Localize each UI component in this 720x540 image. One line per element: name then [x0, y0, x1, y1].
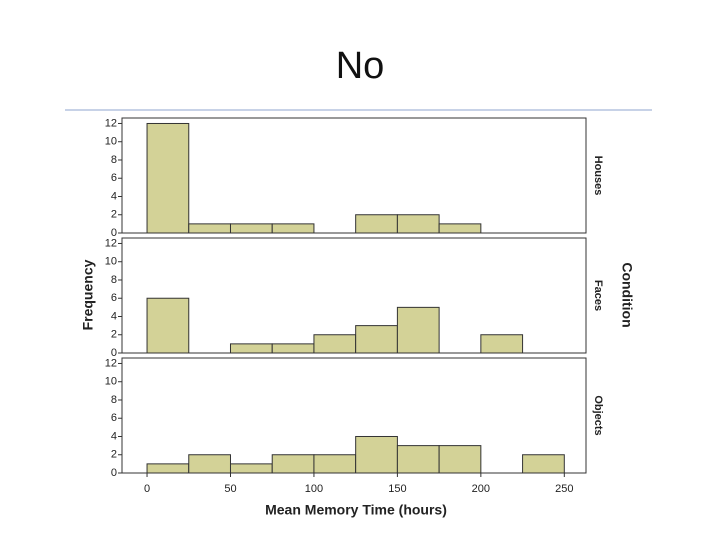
y-tick-label: 4 — [111, 190, 117, 202]
bar — [271, 343, 315, 354]
bar — [355, 435, 398, 474]
y-tick-label: 10 — [105, 136, 117, 148]
bar — [229, 223, 273, 234]
y-tick-label: 6 — [111, 292, 117, 304]
bar — [522, 454, 565, 474]
bar — [396, 445, 440, 474]
x-tick-label: 0 — [144, 483, 150, 495]
y-tick-label: 2 — [111, 449, 117, 461]
y-tick-label: 0 — [111, 347, 117, 359]
y-tick-label: 6 — [111, 412, 117, 424]
y-tick-label: 12 — [105, 357, 117, 369]
bar — [146, 297, 190, 354]
bar — [355, 214, 398, 234]
panel — [121, 357, 587, 474]
bar — [146, 463, 190, 474]
x-tick-label: 100 — [305, 483, 323, 495]
bar — [396, 214, 440, 234]
x-tick-label: 200 — [472, 483, 490, 495]
y-tick-label: 0 — [111, 227, 117, 239]
y-tick-label: 4 — [111, 430, 117, 442]
y-tick-label: 12 — [105, 237, 117, 249]
facet-label: Houses — [592, 156, 604, 196]
y-tick-label: 8 — [111, 274, 117, 286]
panel — [121, 117, 587, 234]
facet-label: Faces — [592, 280, 604, 311]
bar — [188, 223, 231, 234]
bar — [313, 454, 357, 474]
chart-title: No — [336, 45, 385, 87]
y-tick-label: 8 — [111, 154, 117, 166]
bar — [271, 454, 315, 474]
bar — [438, 445, 482, 474]
x-axis-title: Mean Memory Time (hours) — [265, 502, 447, 518]
y-axis-title: Frequency — [80, 259, 96, 330]
bar — [313, 334, 357, 354]
y-tick-label: 2 — [111, 329, 117, 341]
facet-label: Objects — [592, 395, 604, 435]
bar — [146, 122, 190, 234]
y-tick-label: 2 — [111, 209, 117, 221]
y-tick-label: 10 — [105, 376, 117, 388]
x-tick-label: 150 — [388, 483, 406, 495]
y-tick-label: 0 — [111, 467, 117, 479]
x-tick-label: 250 — [555, 483, 573, 495]
bar — [229, 463, 273, 474]
y-tick-label: 12 — [105, 117, 117, 129]
bar — [355, 325, 398, 354]
y-tick-label: 6 — [111, 172, 117, 184]
bar — [188, 454, 231, 474]
y-tick-label: 10 — [105, 256, 117, 268]
facet-title: Condition — [619, 262, 635, 327]
bar — [229, 343, 273, 354]
bar — [438, 223, 482, 234]
y-tick-label: 8 — [111, 394, 117, 406]
y-tick-label: 4 — [111, 310, 117, 322]
x-tick-label: 50 — [224, 483, 236, 495]
bar — [396, 306, 440, 354]
bar — [480, 334, 524, 354]
bar — [271, 223, 315, 234]
